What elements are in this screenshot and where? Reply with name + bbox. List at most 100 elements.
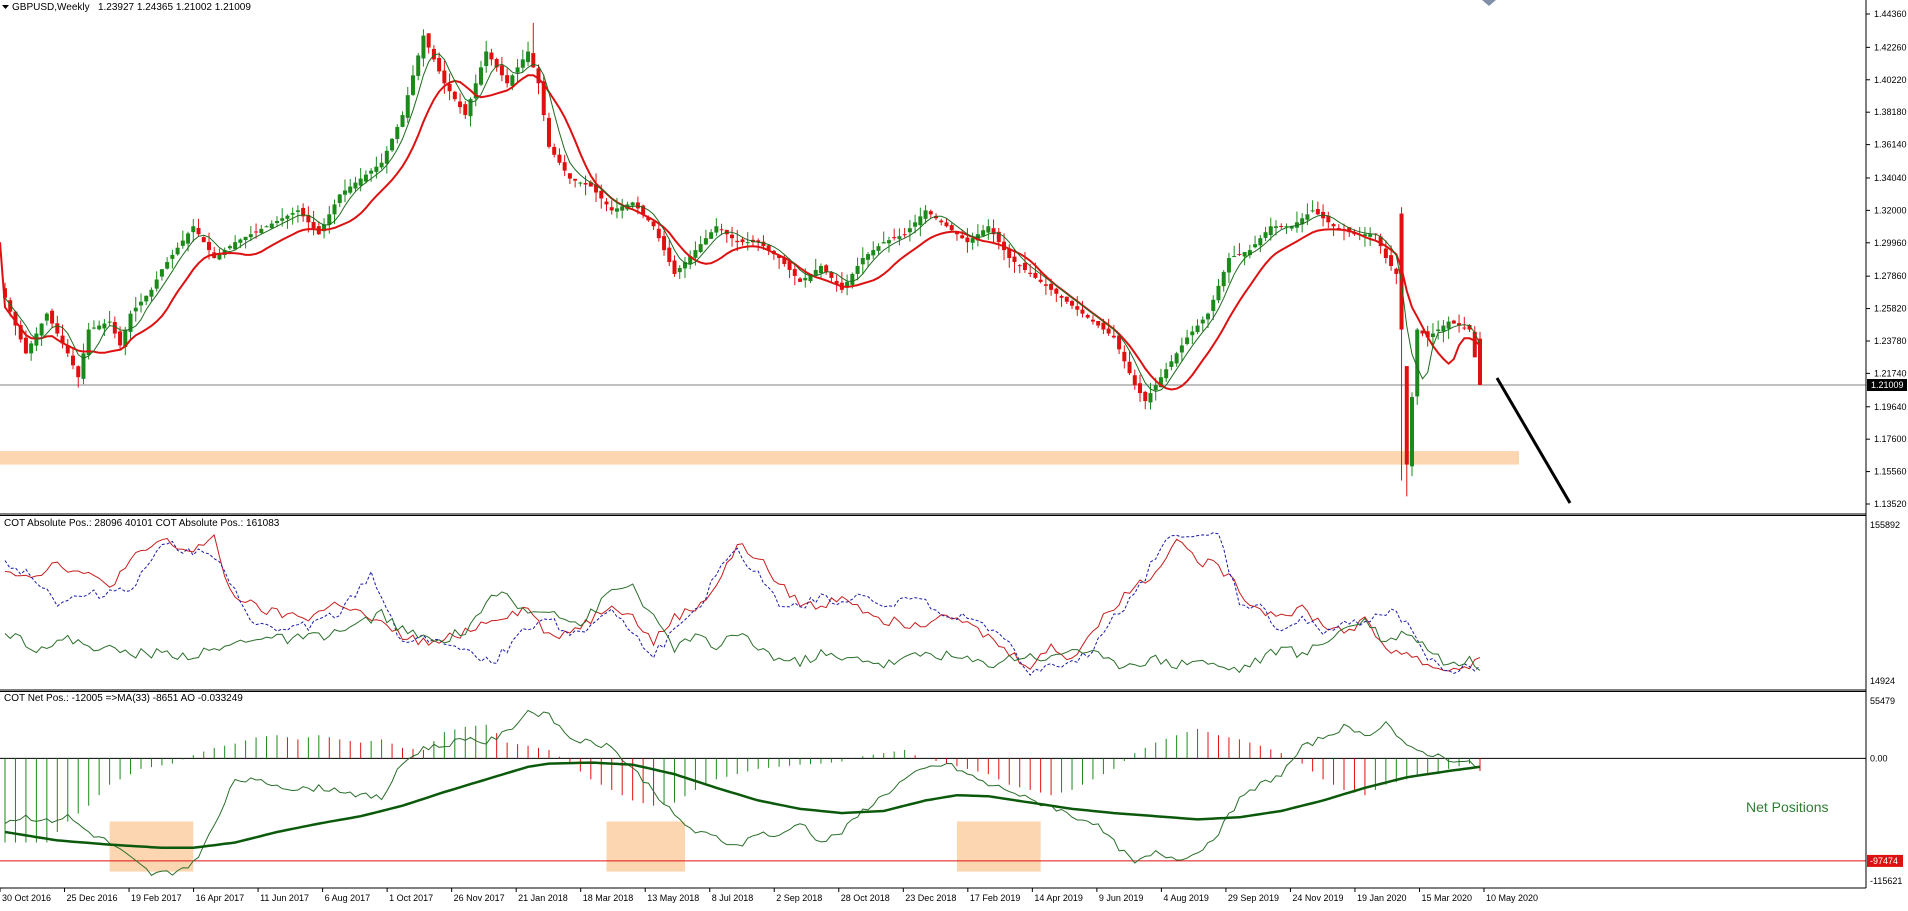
time-tick-label: 18 Mar 2018 — [583, 893, 634, 903]
candle-body — [285, 215, 290, 219]
candle-body — [1279, 225, 1284, 227]
time-tick-label: 19 Jan 2020 — [1357, 893, 1407, 903]
candle-body — [1033, 272, 1038, 278]
candle-body — [824, 265, 829, 272]
candle-body — [159, 269, 164, 277]
candle-body — [337, 194, 342, 204]
candle-body — [1054, 288, 1059, 294]
candle — [1315, 201, 1320, 216]
candle-body — [280, 218, 285, 221]
candle-body — [374, 166, 379, 172]
candle — [269, 220, 274, 229]
panel-separator — [0, 513, 1866, 516]
candle-body — [8, 300, 13, 312]
net-positions-annotation: Net Positions — [1746, 799, 1828, 815]
candle-body — [1111, 335, 1116, 338]
candle — [588, 180, 593, 187]
candle-body — [594, 184, 599, 193]
candle-body — [1226, 258, 1231, 273]
candle — [1232, 245, 1237, 258]
current-price-badge — [1867, 379, 1907, 392]
candle-body — [421, 35, 426, 59]
candle-body — [196, 227, 201, 235]
candle-body — [1462, 327, 1467, 329]
candle-body — [860, 258, 865, 265]
candle-body — [892, 237, 897, 239]
candle-body — [1446, 321, 1451, 329]
candle-body — [541, 81, 546, 116]
candle-body — [1441, 325, 1446, 332]
candle — [191, 218, 196, 242]
candle — [1075, 296, 1080, 316]
candle — [123, 326, 128, 356]
candle-body — [782, 257, 787, 265]
candle — [520, 49, 525, 73]
candle — [1090, 315, 1095, 325]
candle-body — [1268, 226, 1273, 236]
candle-body — [1258, 238, 1263, 246]
cot-net-label: COT Net Pos.: -12005 =>MA(33) -8651 AO -… — [4, 693, 243, 704]
candle — [1399, 207, 1404, 481]
candle — [410, 65, 415, 97]
candle-body — [1007, 248, 1012, 259]
candle-body — [526, 51, 531, 63]
candle — [1211, 295, 1216, 321]
candle — [1169, 354, 1174, 371]
candle-body — [829, 272, 834, 278]
candle — [939, 218, 944, 226]
candle-body — [442, 70, 447, 84]
candle-body — [850, 273, 855, 285]
candle-body — [60, 335, 65, 344]
time-tick-label: 14 Apr 2019 — [1034, 893, 1083, 903]
candle-body — [400, 115, 405, 127]
candle-body — [939, 220, 944, 223]
candle — [196, 218, 201, 237]
candle — [818, 263, 823, 280]
candle-body — [1049, 283, 1054, 290]
candle — [170, 249, 175, 269]
candle — [212, 246, 217, 259]
ohlc-values: 1.23927 1.24365 1.21002 1.21009 — [97, 2, 251, 13]
candle-body — [913, 222, 918, 227]
price-tick-label: 1.44360 — [1874, 9, 1907, 19]
candle-body — [604, 201, 609, 205]
candle — [651, 220, 656, 230]
candle-body — [1247, 250, 1252, 256]
candle-body — [651, 221, 656, 227]
candle — [259, 224, 264, 234]
candle-body — [756, 240, 761, 243]
candle — [944, 218, 949, 228]
candle-body — [39, 323, 44, 336]
candle — [965, 228, 970, 253]
candle-body — [536, 68, 541, 84]
candle-body — [390, 138, 395, 151]
candle-body — [614, 208, 619, 212]
candle-body — [1138, 383, 1143, 394]
candle-body — [149, 289, 154, 297]
candle-body — [191, 226, 196, 233]
net-histogram — [4, 724, 1481, 843]
candle-body — [290, 213, 295, 215]
price-tick-label: 1.21740 — [1874, 368, 1907, 378]
candle — [1138, 374, 1143, 402]
candle — [1441, 319, 1446, 343]
candle — [986, 219, 991, 240]
candle — [515, 59, 520, 83]
candle — [55, 315, 60, 337]
candle-body — [76, 366, 81, 378]
candle — [792, 264, 797, 286]
candle — [1022, 252, 1027, 273]
candle — [1404, 366, 1409, 497]
candle-body — [437, 57, 442, 72]
candle-body — [866, 254, 871, 260]
candle — [1430, 323, 1435, 347]
candle — [567, 173, 572, 185]
candle-body — [1028, 272, 1033, 274]
candle — [1185, 329, 1190, 346]
candle — [620, 198, 625, 219]
candle-body — [416, 55, 421, 76]
candle — [991, 219, 996, 243]
candle — [996, 227, 1001, 250]
price-tick-label: 1.36140 — [1874, 140, 1907, 150]
candle-body — [1017, 265, 1022, 267]
